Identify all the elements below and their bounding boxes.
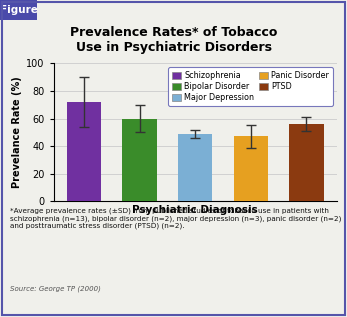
Text: Figure: Figure xyxy=(0,5,38,15)
Text: Prevalence Rates* of Tobacco
Use in Psychiatric Disorders: Prevalence Rates* of Tobacco Use in Psyc… xyxy=(70,26,277,54)
Bar xyxy=(289,124,324,201)
Text: *Average prevalence rates (±SD) from published studies of tobacco use in patient: *Average prevalence rates (±SD) from pub… xyxy=(10,208,342,229)
Text: Source: George TP (2000): Source: George TP (2000) xyxy=(10,285,101,292)
Bar xyxy=(234,137,268,201)
Bar xyxy=(178,134,212,201)
Y-axis label: Prevelance Rate (%): Prevelance Rate (%) xyxy=(12,76,22,188)
Bar xyxy=(67,102,101,201)
X-axis label: Psychiatric Diagnosis: Psychiatric Diagnosis xyxy=(132,205,258,216)
Legend: Schizophrenia, Bipolar Disorder, Major Depression, Panic Disorder, PTSD: Schizophrenia, Bipolar Disorder, Major D… xyxy=(168,68,332,106)
Bar xyxy=(122,119,157,201)
